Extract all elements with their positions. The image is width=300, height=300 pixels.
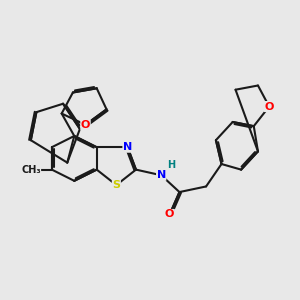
Text: S: S: [112, 180, 120, 190]
Text: O: O: [81, 120, 90, 130]
Text: O: O: [265, 101, 274, 112]
Text: N: N: [123, 142, 132, 152]
Text: H: H: [167, 160, 175, 170]
Text: N: N: [157, 170, 166, 180]
Text: O: O: [165, 209, 174, 220]
Text: CH₃: CH₃: [21, 165, 40, 175]
